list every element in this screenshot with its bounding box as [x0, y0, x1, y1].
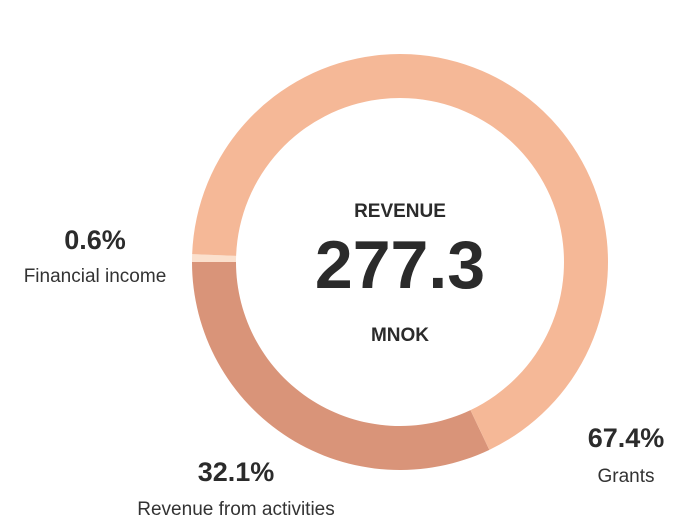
center-unit: MNOK: [371, 325, 429, 346]
category-label: Grants: [597, 466, 654, 487]
data-label: 0.6%: [64, 225, 126, 255]
data-label: 32.1%: [198, 457, 275, 487]
center-value: 277.3: [315, 227, 485, 303]
donut-segment: [192, 254, 237, 262]
category-label: Revenue from activities: [137, 499, 334, 520]
data-label: 67.4%: [588, 423, 665, 453]
center-title: REVENUE: [354, 201, 446, 222]
donut-segment: [192, 262, 490, 471]
category-label: Financial income: [24, 266, 167, 287]
